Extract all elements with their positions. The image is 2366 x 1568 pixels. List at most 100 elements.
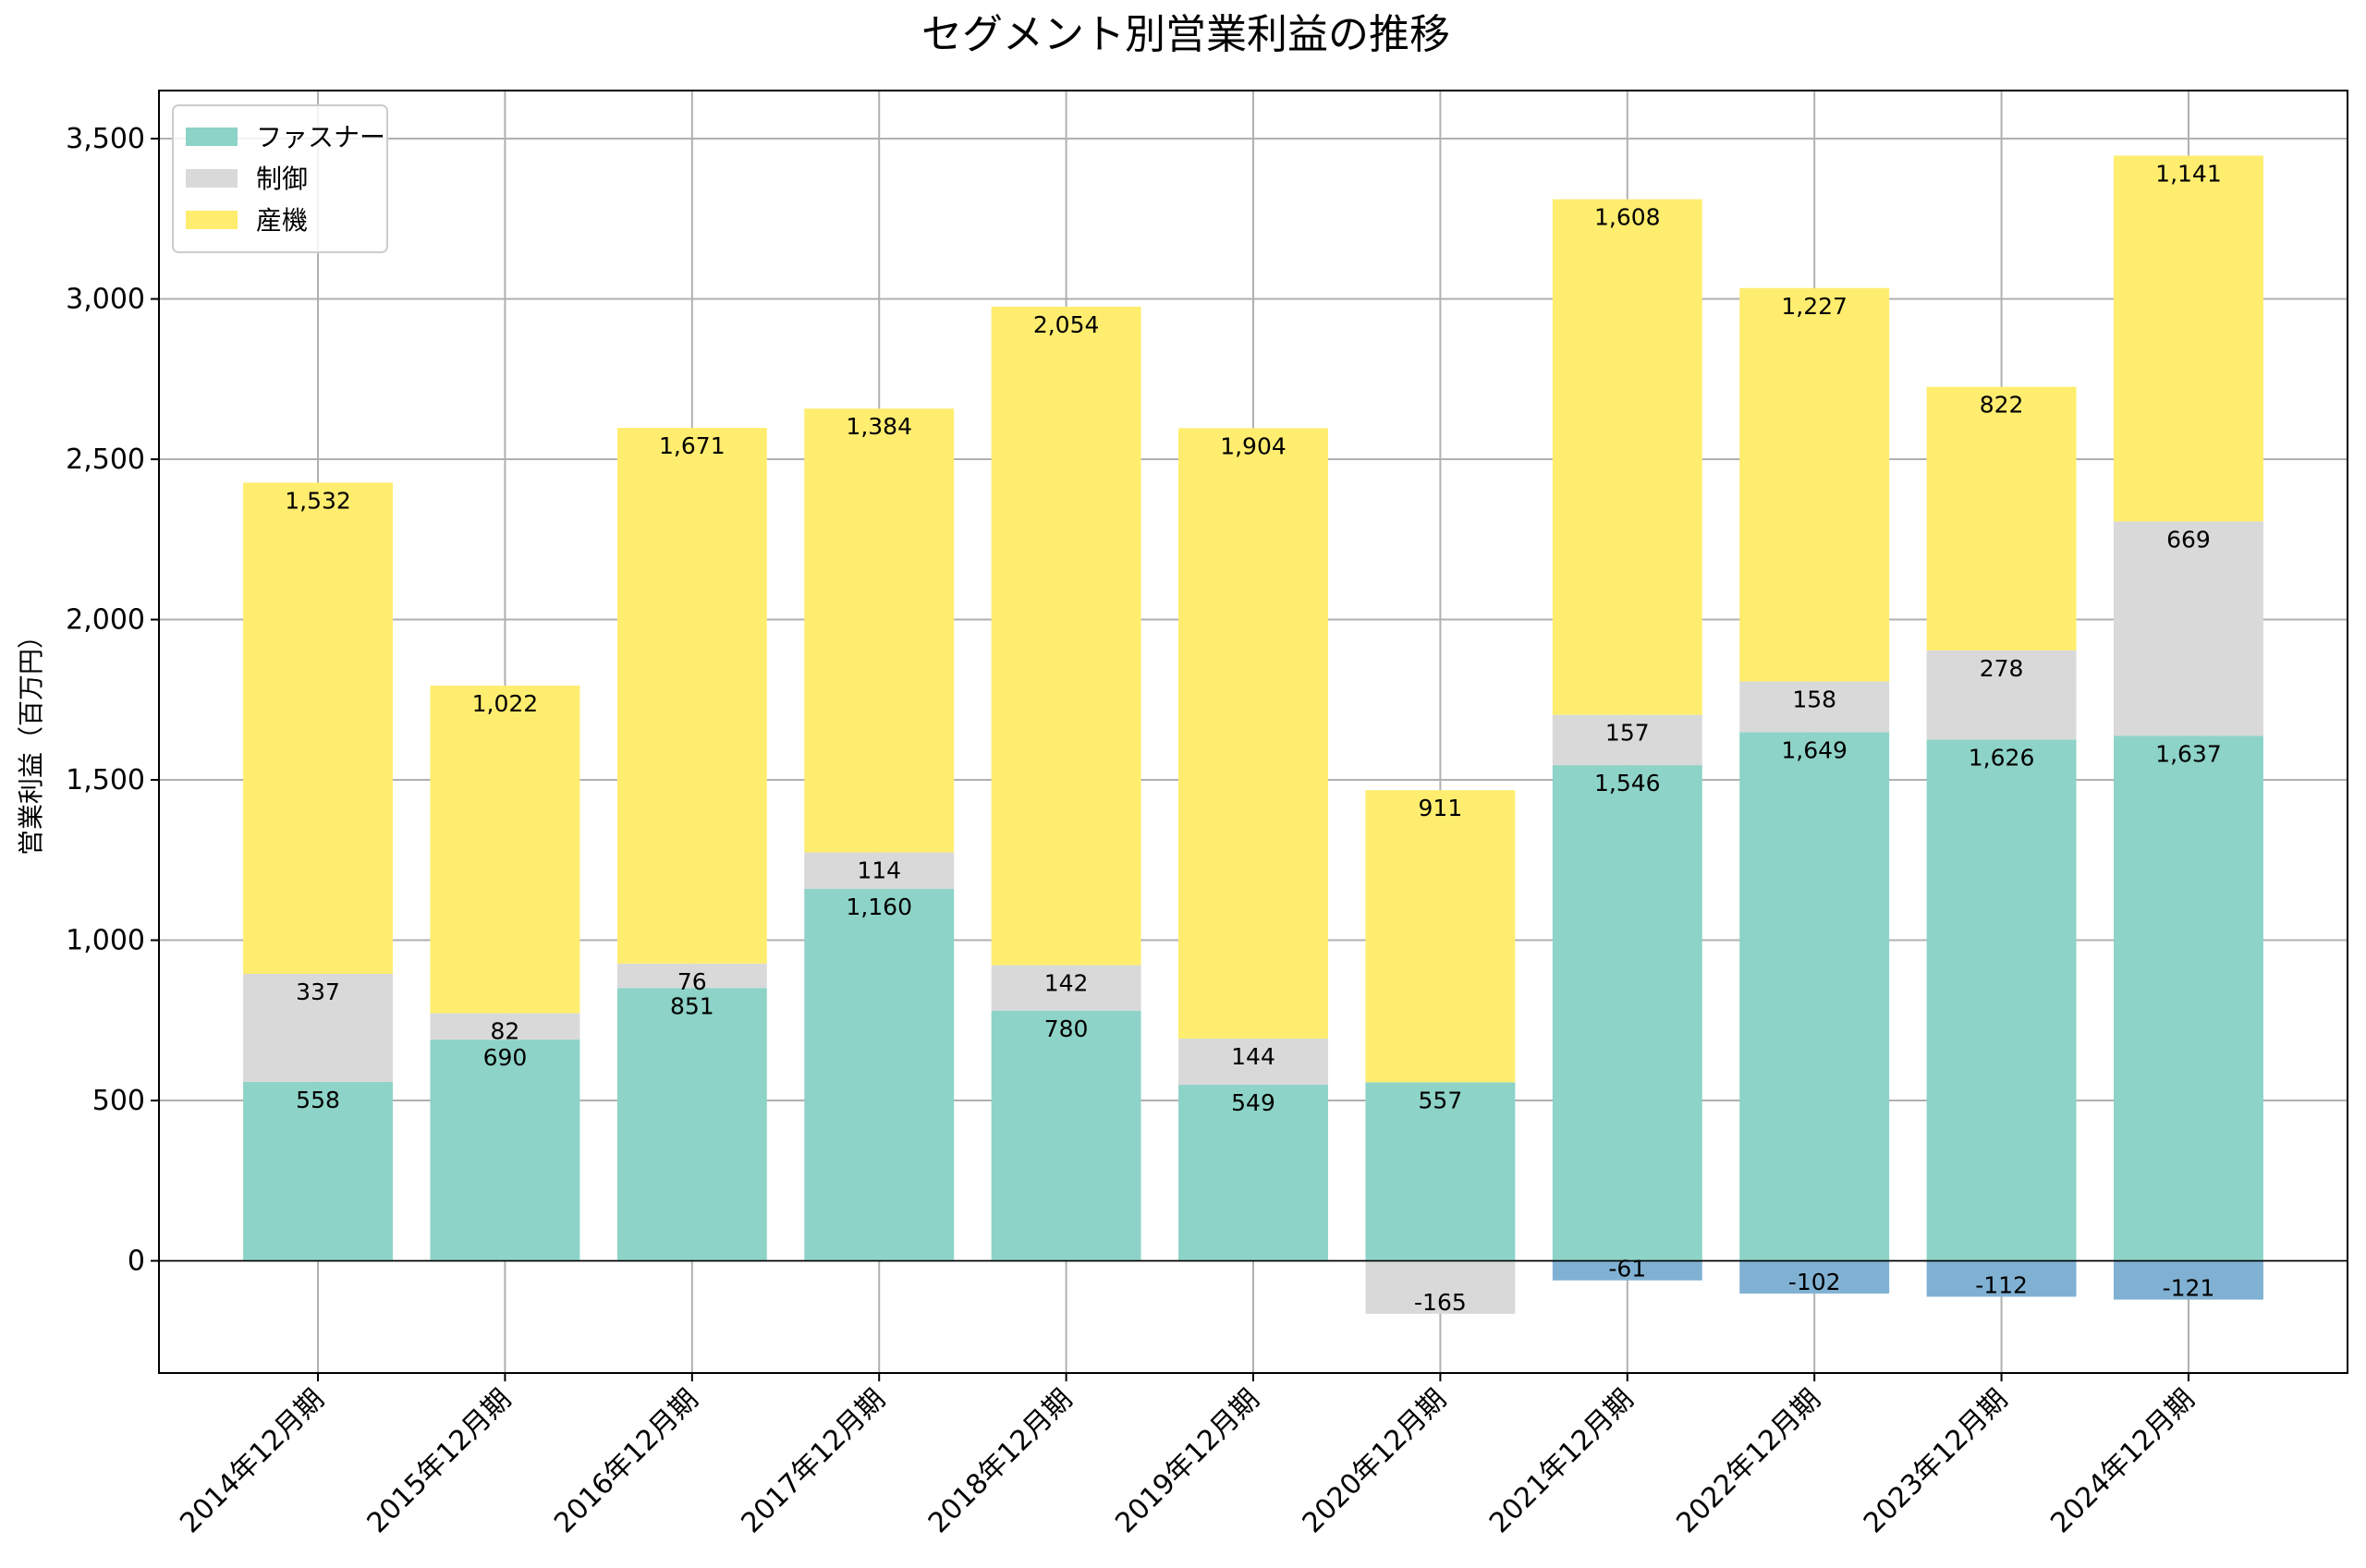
y-tick-label: 3,500 bbox=[66, 123, 145, 155]
data-label: 82 bbox=[491, 1018, 520, 1045]
bar-segment bbox=[1178, 428, 1328, 1039]
bar-segment bbox=[1739, 1260, 1890, 1294]
x-tick-label: 2023年12月期 bbox=[1858, 1383, 2014, 1539]
bar-segment bbox=[991, 1010, 1141, 1261]
bar-segment bbox=[1178, 1085, 1328, 1261]
x-tick-label: 2017年12月期 bbox=[735, 1383, 891, 1539]
data-label: 1,904 bbox=[1220, 432, 1287, 459]
bar-segment bbox=[804, 852, 955, 890]
bar-segment bbox=[243, 973, 393, 1082]
bar-segment bbox=[616, 988, 767, 1261]
bar-segment bbox=[2114, 521, 2263, 736]
x-tick-label: 2015年12月期 bbox=[361, 1383, 518, 1539]
x-tick-label: 2016年12月期 bbox=[548, 1383, 704, 1539]
data-label: -112 bbox=[1975, 1271, 2028, 1298]
bar-segment bbox=[1926, 739, 2077, 1261]
x-tick-label: 2014年12月期 bbox=[174, 1383, 330, 1539]
y-tick-label: 2,000 bbox=[66, 604, 145, 637]
data-label: 158 bbox=[1792, 687, 1836, 713]
data-label: 1,546 bbox=[1594, 770, 1661, 796]
data-label: 2,054 bbox=[1033, 311, 1100, 338]
bar-segment bbox=[243, 482, 393, 974]
data-label: -165 bbox=[1414, 1289, 1467, 1316]
x-tick-label: 2019年12月期 bbox=[1109, 1383, 1265, 1539]
bar-segment bbox=[2114, 155, 2263, 522]
data-labels: 558 690 851 1,160 780 549 557 1,546 1,649 1,626 1,… bbox=[285, 160, 2222, 1315]
x-tick-label: 2020年12月期 bbox=[1297, 1383, 1453, 1539]
bar-segment bbox=[804, 408, 955, 853]
bar-segment bbox=[1739, 681, 1890, 733]
bar-segment bbox=[1552, 714, 1702, 766]
bar-segment bbox=[1552, 1260, 1702, 1281]
data-label: 669 bbox=[2166, 526, 2211, 553]
legend-swatch bbox=[186, 211, 238, 229]
bar-segment bbox=[1552, 199, 1702, 715]
data-label: 851 bbox=[670, 992, 714, 1019]
y-tick-label: 500 bbox=[92, 1085, 145, 1117]
x-tick-label: 2022年12月期 bbox=[1670, 1383, 1826, 1539]
data-label: 1,141 bbox=[2155, 160, 2222, 187]
bar-segment bbox=[1926, 650, 2077, 740]
data-label: 157 bbox=[1605, 720, 1650, 747]
data-label: 114 bbox=[857, 857, 901, 883]
bar-segment bbox=[1926, 1260, 2077, 1297]
data-label: 557 bbox=[1419, 1087, 1463, 1113]
data-label: 76 bbox=[677, 968, 707, 995]
y-tick-label: 3,000 bbox=[66, 284, 145, 316]
y-tick-label: 1,000 bbox=[66, 925, 145, 957]
bar-segment bbox=[1739, 732, 1890, 1261]
data-label: 1,649 bbox=[1781, 736, 1848, 763]
data-label: 822 bbox=[1980, 392, 2024, 419]
bar-segment bbox=[243, 1081, 393, 1261]
bar-segment bbox=[804, 889, 955, 1261]
bar-segment bbox=[1552, 765, 1702, 1261]
data-label: 911 bbox=[1419, 795, 1463, 821]
data-label: 1,608 bbox=[1594, 204, 1661, 231]
legend-swatch bbox=[186, 169, 238, 188]
bar-segment bbox=[1365, 1260, 1516, 1314]
y-tick-label: 1,500 bbox=[66, 764, 145, 796]
x-tick-label: 2021年12月期 bbox=[1483, 1383, 1640, 1539]
bars bbox=[243, 155, 2263, 1314]
data-label: 1,637 bbox=[2155, 741, 2222, 768]
legend-label: 産機 bbox=[256, 205, 308, 236]
bar-segment bbox=[430, 1039, 580, 1261]
data-label: 1,022 bbox=[472, 690, 539, 717]
bar-segment bbox=[616, 963, 767, 989]
data-label: 1,384 bbox=[846, 413, 912, 440]
data-label: 278 bbox=[1980, 655, 2024, 682]
y-axis-label: 営業利益（百万円） bbox=[16, 623, 46, 856]
data-label: 549 bbox=[1231, 1089, 1275, 1116]
bar-segment bbox=[1365, 790, 1516, 1083]
bar-segment bbox=[430, 686, 580, 1014]
data-label: 144 bbox=[1231, 1043, 1275, 1070]
data-label: 337 bbox=[296, 978, 340, 1005]
bar-segment bbox=[1926, 386, 2077, 650]
data-label: 1,626 bbox=[1969, 744, 2035, 771]
data-label: 690 bbox=[483, 1044, 528, 1071]
data-label: -102 bbox=[1788, 1269, 1841, 1295]
data-label: 1,227 bbox=[1781, 293, 1848, 320]
data-label: 1,532 bbox=[285, 487, 351, 514]
data-label: 1,671 bbox=[659, 432, 726, 459]
bar-segment bbox=[991, 306, 1141, 966]
x-tick-label: 2024年12月期 bbox=[2044, 1383, 2201, 1539]
bar-segment bbox=[2114, 735, 2263, 1261]
legend-label: 制御 bbox=[256, 164, 308, 194]
x-tick-label: 2018年12月期 bbox=[922, 1383, 1079, 1539]
data-label: 780 bbox=[1044, 1015, 1089, 1042]
bar-segment bbox=[1365, 1082, 1516, 1261]
legend-swatch bbox=[186, 128, 238, 146]
data-label: -61 bbox=[1608, 1256, 1646, 1282]
bar-segment bbox=[1178, 1039, 1328, 1086]
bar-segment bbox=[2114, 1260, 2263, 1300]
bar-segment bbox=[430, 1013, 580, 1040]
data-label: -121 bbox=[2163, 1275, 2215, 1302]
bar-segment bbox=[991, 965, 1141, 1011]
data-label: 1,160 bbox=[846, 893, 912, 920]
data-label: 142 bbox=[1044, 970, 1089, 997]
bar-segment bbox=[1739, 287, 1890, 682]
